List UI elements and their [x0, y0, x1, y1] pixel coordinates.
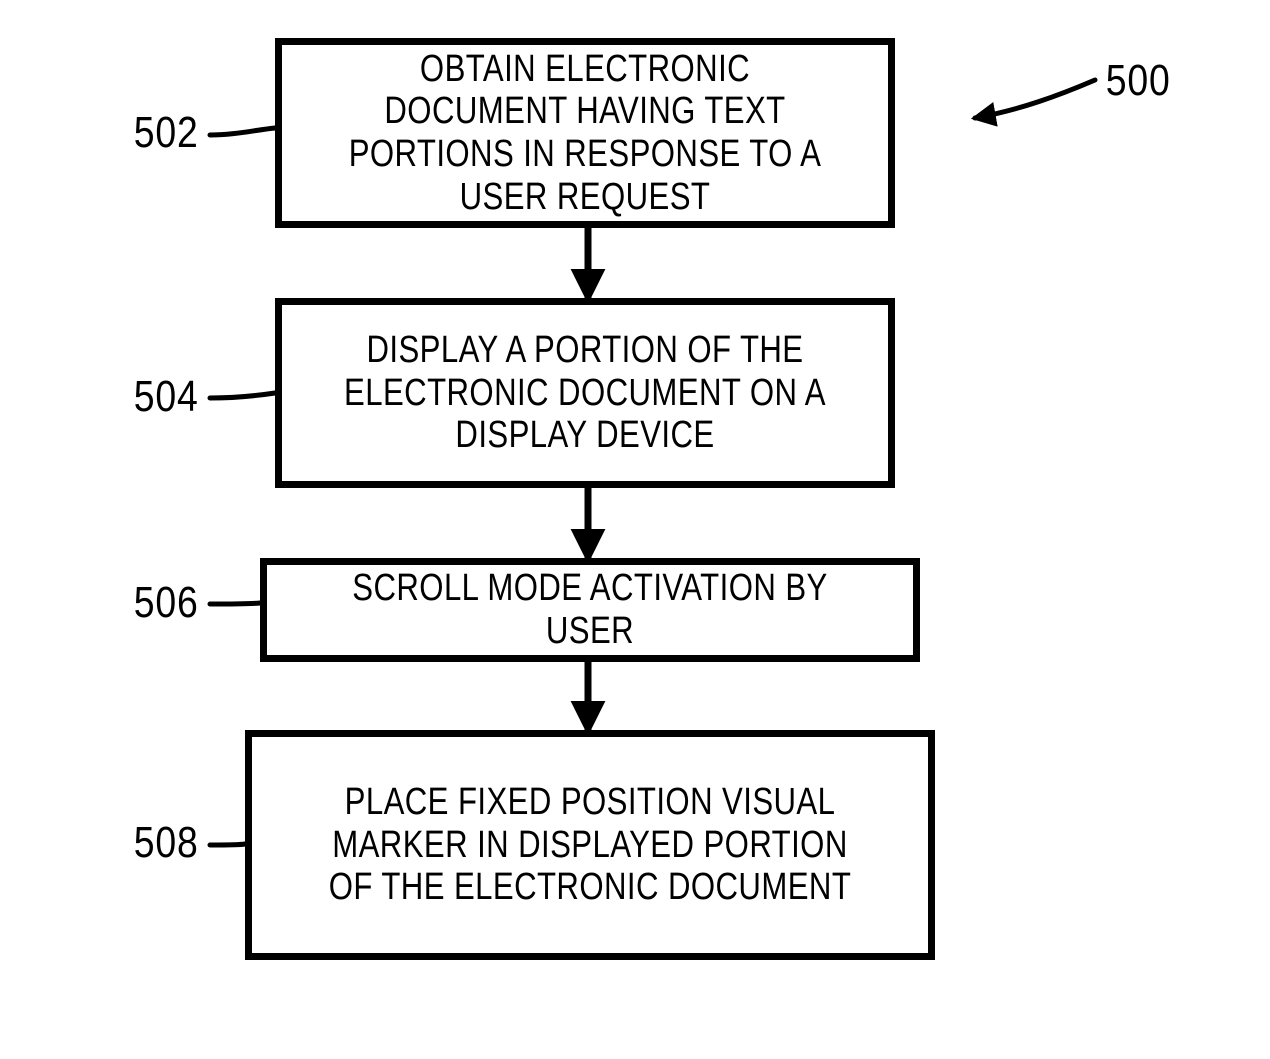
ref-label-508: 508: [134, 818, 199, 868]
flow-node-502: OBTAIN ELECTRONIC DOCUMENT HAVING TEXT P…: [275, 38, 895, 228]
ref-label-502: 502: [134, 108, 199, 158]
flow-node-506-text: SCROLL MODE ACTIVATION BY USER: [325, 567, 855, 652]
flow-node-504-text: DISPLAY A PORTION OF THE ELECTRONIC DOCU…: [337, 329, 834, 457]
flow-node-508-text: PLACE FIXED POSITION VISUAL MARKER IN DI…: [313, 781, 867, 909]
ref-label-506: 506: [134, 578, 199, 628]
ref-label-504: 504: [134, 372, 199, 422]
flow-node-508: PLACE FIXED POSITION VISUAL MARKER IN DI…: [245, 730, 935, 960]
flowchart-canvas: 500 OBTAIN ELECTRONIC DOCUMENT HAVING TE…: [0, 0, 1270, 1059]
flow-node-502-text: OBTAIN ELECTRONIC DOCUMENT HAVING TEXT P…: [337, 48, 834, 218]
figure-ref-500: 500: [1106, 56, 1171, 106]
flow-node-506: SCROLL MODE ACTIVATION BY USER: [260, 558, 920, 662]
flow-node-504: DISPLAY A PORTION OF THE ELECTRONIC DOCU…: [275, 298, 895, 488]
